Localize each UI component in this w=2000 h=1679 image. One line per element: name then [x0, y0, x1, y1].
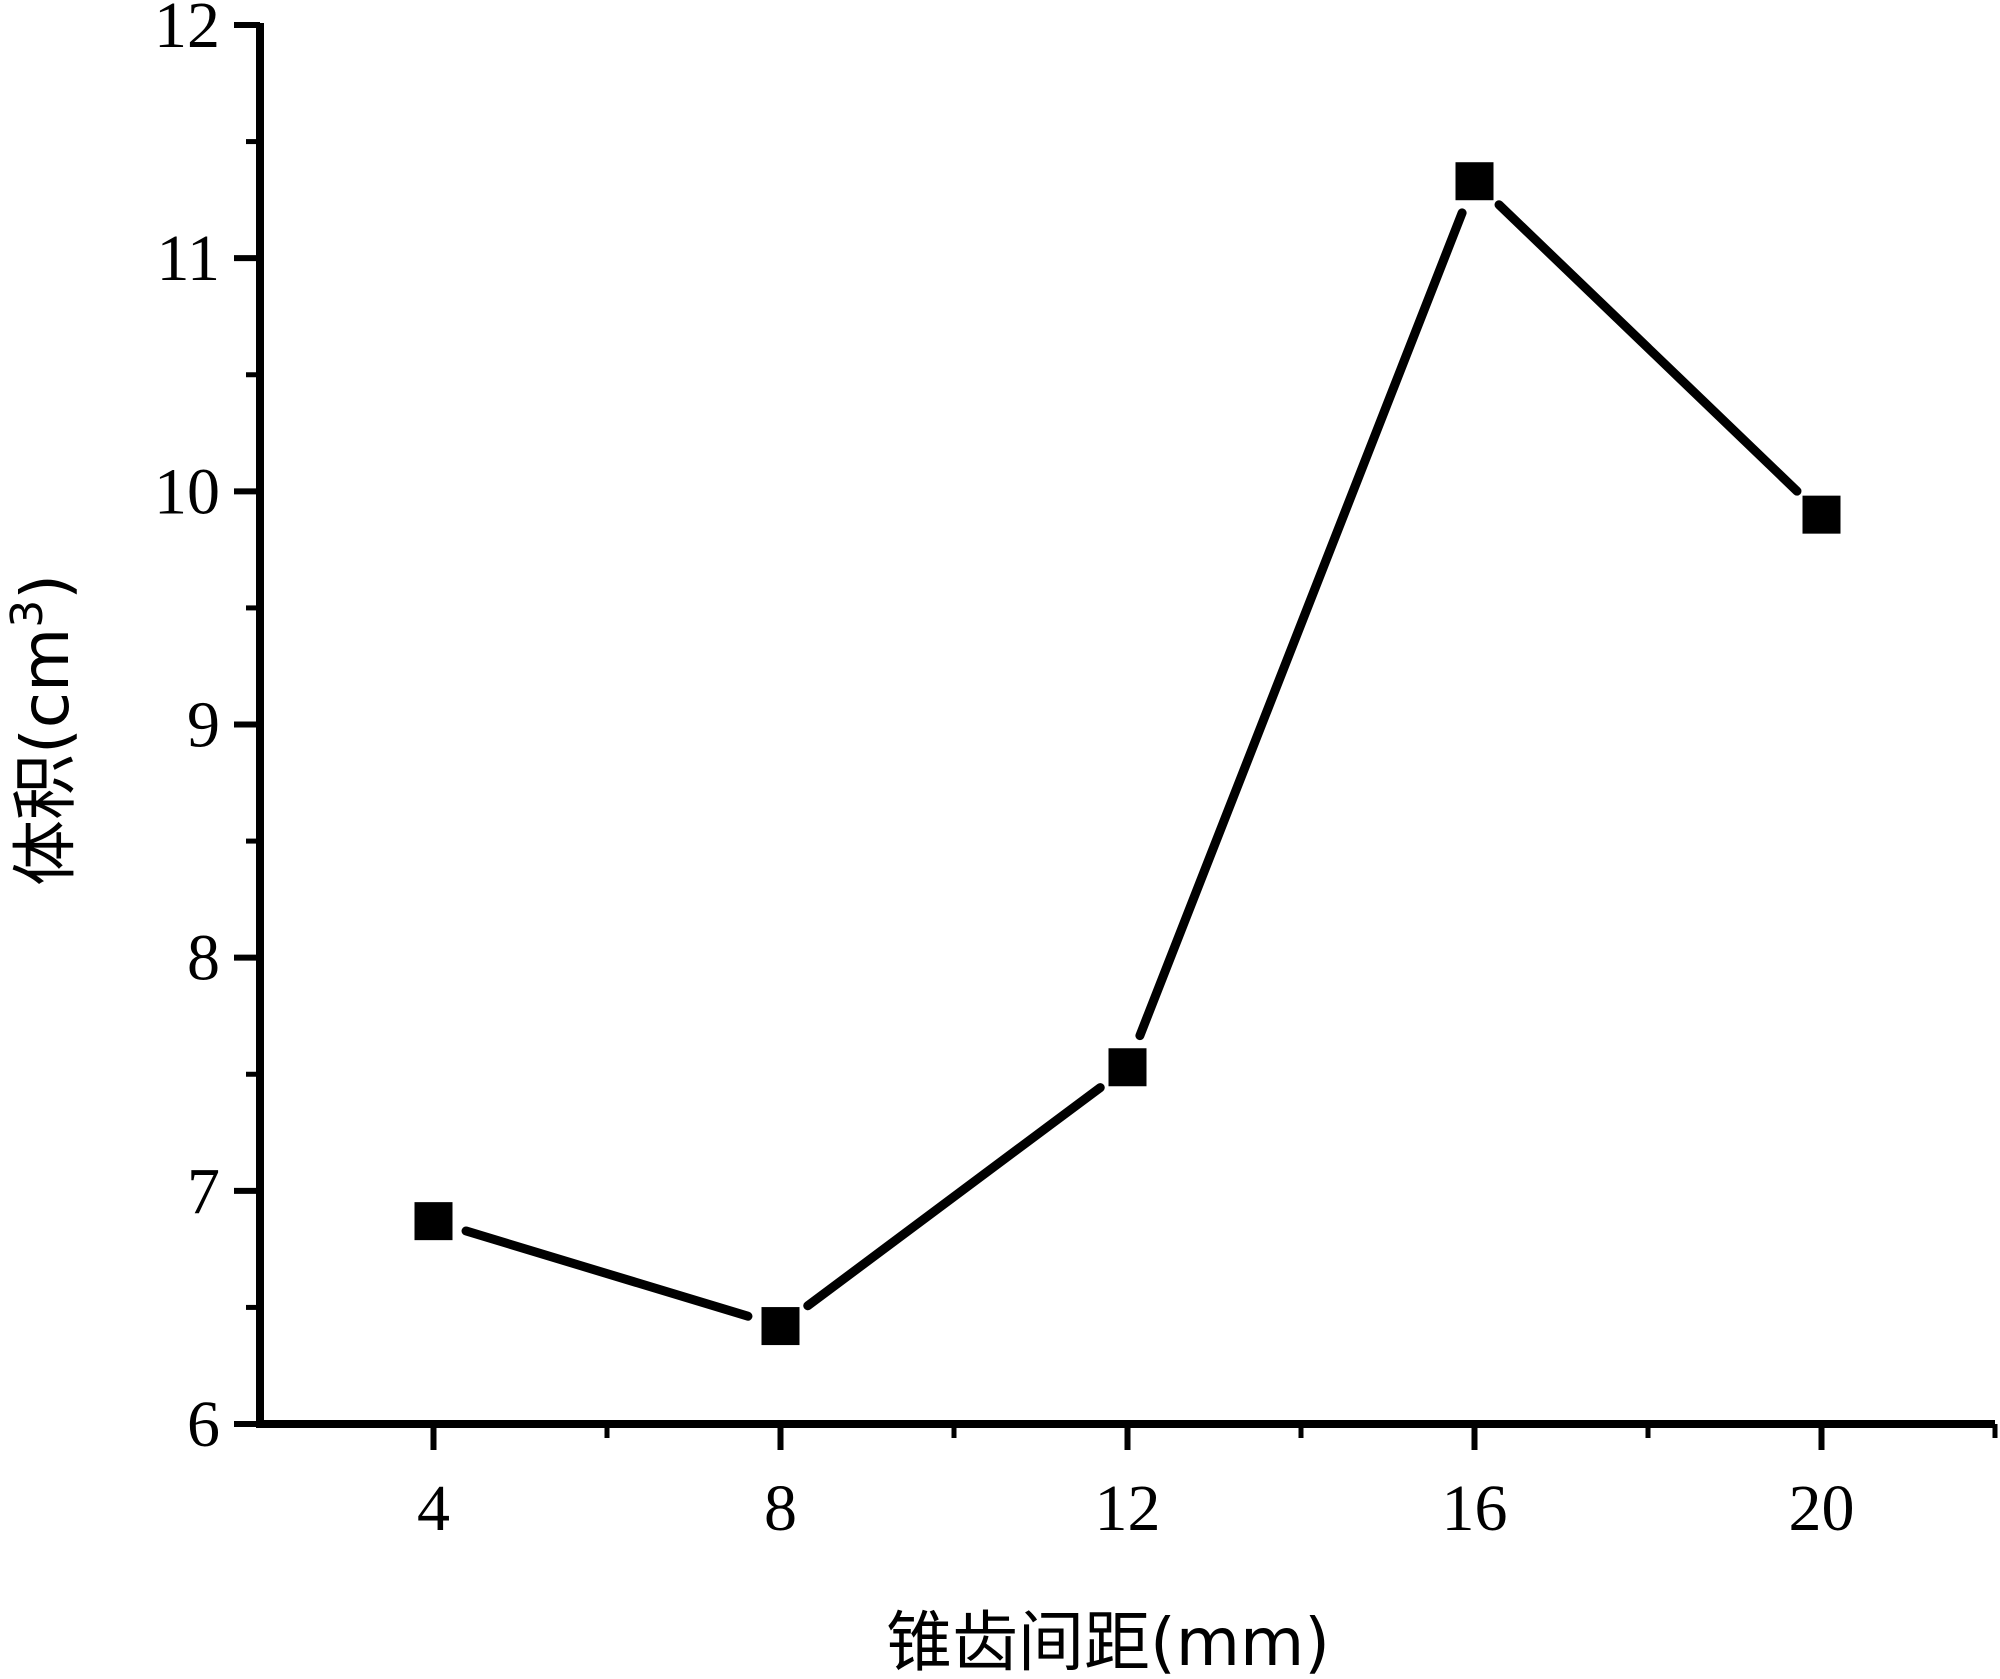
series-line-segment [803, 1083, 1105, 1311]
data-point-marker [1108, 1048, 1147, 1087]
data-point-marker [1455, 162, 1494, 201]
y-axis-title-text: 体积(cm [7, 628, 84, 886]
y-tick-label: 8 [187, 922, 220, 995]
data-point-marker [761, 1307, 800, 1346]
x-axis-title: 锥齿间距(mm) [886, 1604, 1330, 1679]
x-tick-label: 8 [764, 1472, 797, 1545]
series-line-segment [1135, 208, 1467, 1041]
series-line-segment [461, 1226, 753, 1321]
x-tick-label: 20 [1789, 1472, 1855, 1545]
axes [256, 23, 1995, 1428]
x-tick-label: 16 [1442, 1472, 1508, 1545]
y-tick-label: 9 [187, 689, 220, 762]
y-axis-title-suffix: ) [7, 574, 84, 600]
y-axis-title-superscript: 3 [2, 600, 53, 628]
data-point-marker [1802, 495, 1841, 534]
x-tick-label: 12 [1095, 1472, 1161, 1545]
tick-labels: 6 7 8 9 10 11 12 4 8 12 16 20 [154, 0, 1855, 1545]
y-tick-label: 7 [187, 1155, 220, 1228]
y-tick-label: 6 [187, 1388, 220, 1461]
y-tick-label: 10 [154, 455, 220, 528]
ticks [234, 22, 1998, 1450]
series-line-segment [1494, 200, 1802, 496]
data-point-marker [414, 1202, 453, 1241]
x-tick-label: 4 [417, 1472, 450, 1545]
y-tick-label: 11 [156, 222, 220, 295]
series [414, 162, 1841, 1346]
y-axis-title: 体积(cm3) [2, 574, 84, 886]
y-tick-label: 12 [154, 0, 220, 62]
